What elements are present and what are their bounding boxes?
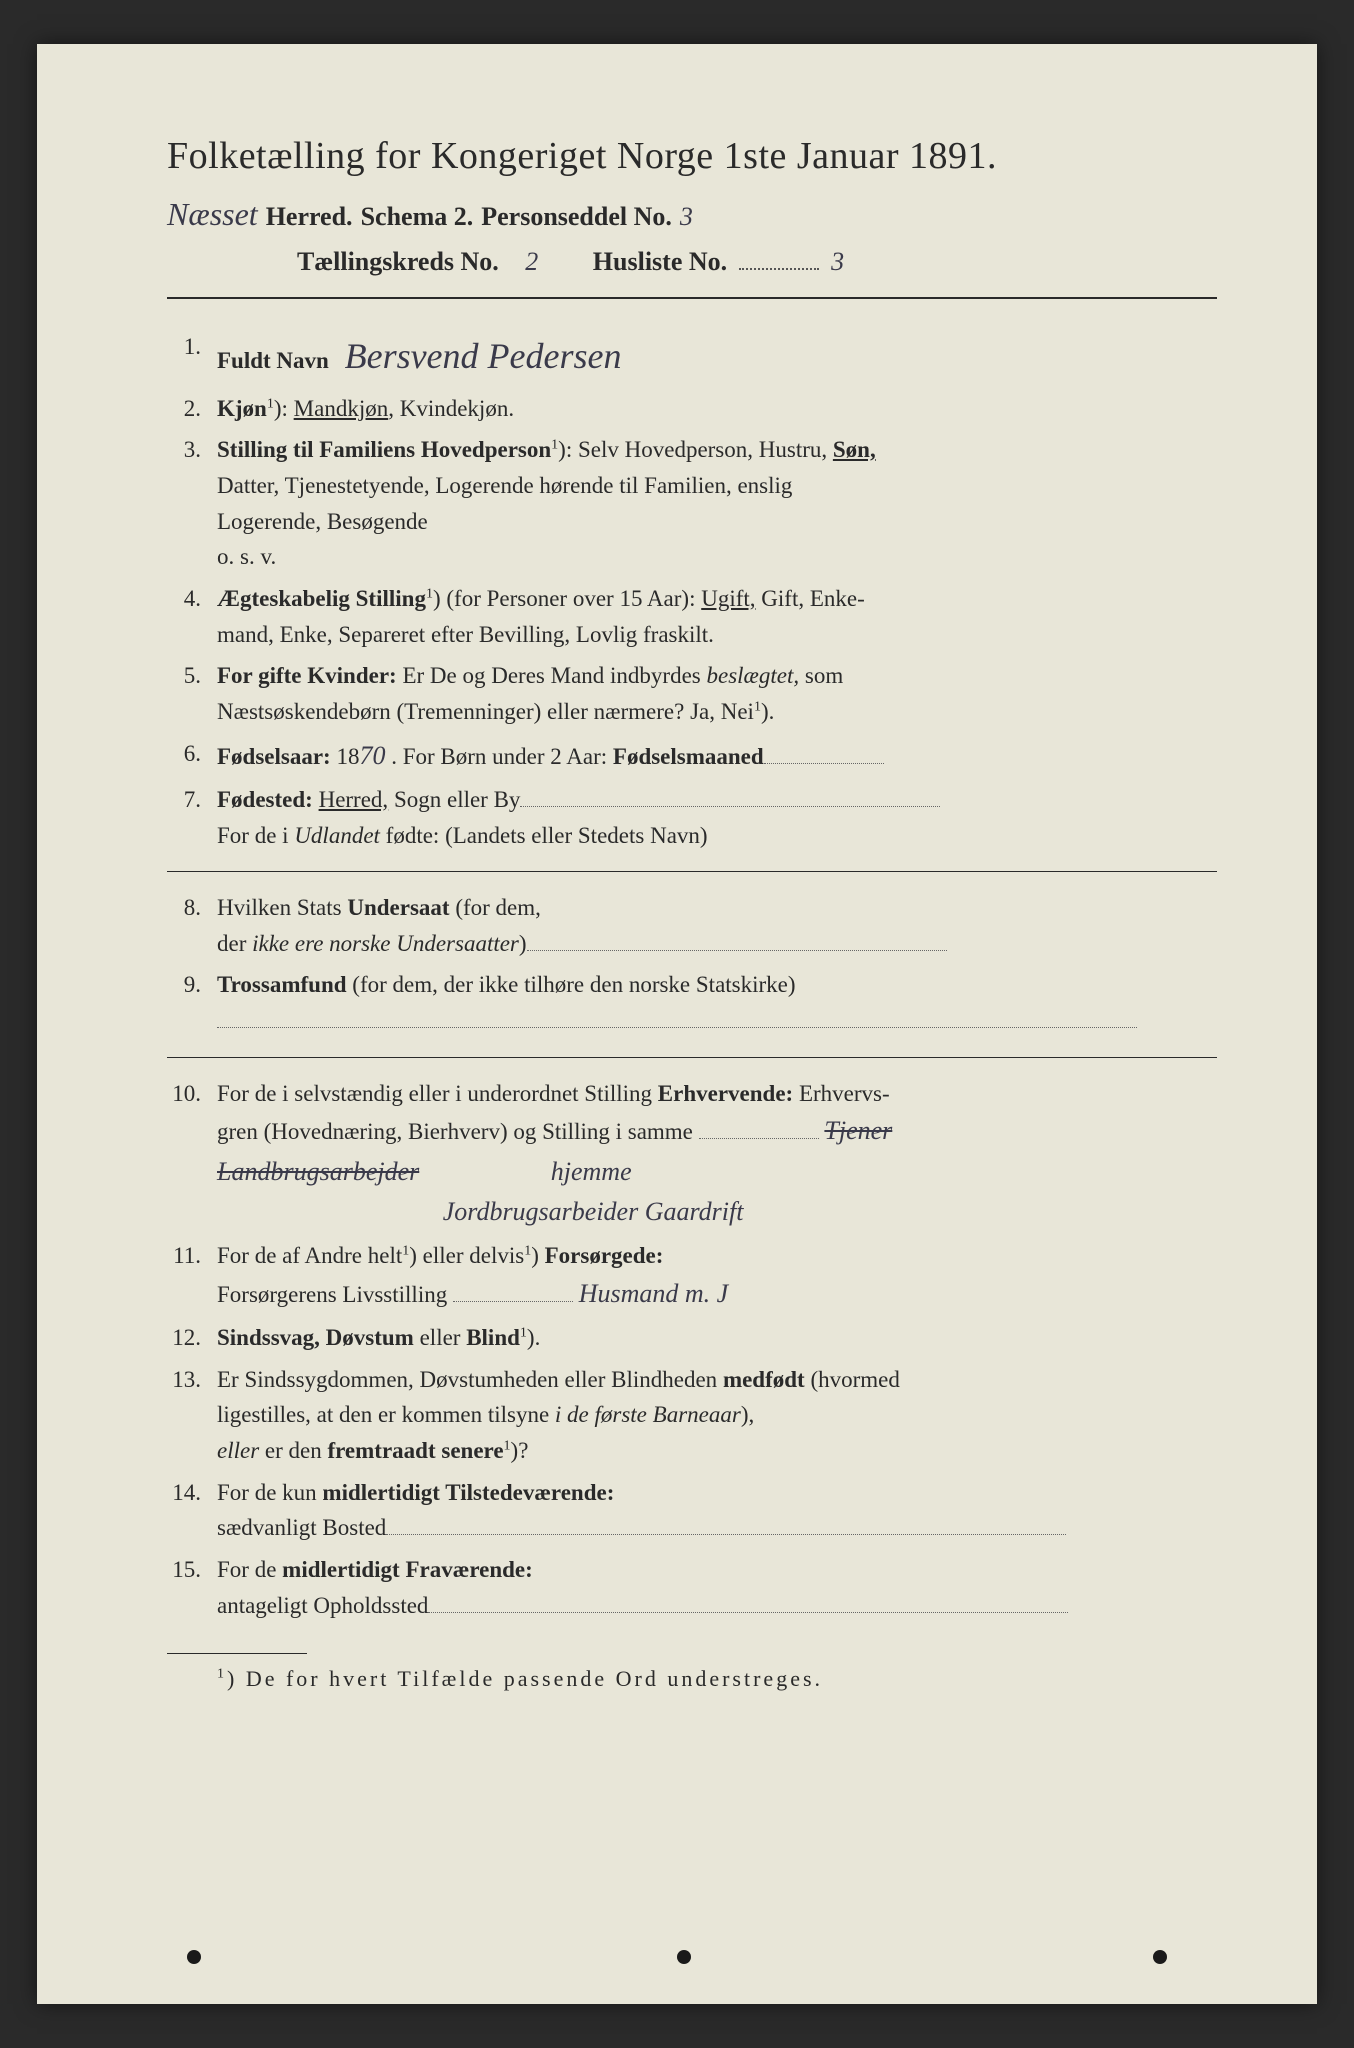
field-10: 10. For de i selvstændig eller i underor… — [167, 1076, 1217, 1233]
field-6-label: Fødselsaar: — [217, 744, 331, 769]
field-9: 9. Trossamfund (for dem, der ikke tilhør… — [167, 967, 1217, 1038]
field-2: 2. Kjøn1): Mandkjøn, Kvindekjøn. — [167, 391, 1217, 427]
ink-spot-icon — [187, 1950, 201, 1964]
field-10-hw1: Tjener — [824, 1111, 892, 1151]
field-12-label: Sindssvag, Døvstum — [217, 1325, 414, 1350]
field-9-label: Trossamfund — [217, 972, 347, 997]
herred-line: Næsset Herred. Schema 2. Personseddel No… — [167, 196, 1217, 233]
form-title: Folketælling for Kongeriget Norge 1ste J… — [167, 134, 1217, 178]
field-7-label: Fødested: — [217, 787, 313, 812]
herred-label: Herred. — [266, 202, 353, 232]
field-8: 8. Hvilken Stats Undersaat (for dem, der… — [167, 890, 1217, 961]
field-1: 1. Fuldt Navn Bersvend Pedersen — [167, 329, 1217, 385]
field-5: 5. For gifte Kvinder: Er De og Deres Man… — [167, 658, 1217, 729]
field-11-hw: Husmand m. J — [579, 1274, 729, 1314]
divider-1 — [167, 871, 1217, 872]
field-13: 13. Er Sindssygdommen, Døvstumheden elle… — [167, 1362, 1217, 1469]
field-15: 15. For de midlertidigt Fraværende: anta… — [167, 1552, 1217, 1623]
field-14: 14. For de kun midlertidigt Tilstedevære… — [167, 1475, 1217, 1546]
field-4: 4. Ægteskabelig Stilling1) (for Personer… — [167, 581, 1217, 652]
personseddel-label: Personseddel No. — [481, 202, 672, 232]
field-10-hw2: Landbrugsarbejder — [217, 1152, 419, 1192]
kreds-no: 2 — [507, 247, 557, 277]
husliste-label: Husliste No. — [593, 247, 727, 277]
field-3-label: Stilling til Familiens Hovedperson — [217, 437, 551, 462]
field-11: 11. For de af Andre helt1) eller delvis1… — [167, 1238, 1217, 1314]
field-2-label: Kjøn — [217, 396, 267, 421]
kreds-line: Tællingskreds No. 2 Husliste No. 3 — [167, 247, 1217, 277]
schema-label: Schema 2. — [361, 202, 474, 232]
footnote-rule — [167, 1653, 307, 1654]
ink-spot-icon — [677, 1950, 691, 1964]
personseddel-no: 3 — [680, 202, 693, 232]
field-list: 1. Fuldt Navn Bersvend Pedersen 2. Kjøn1… — [167, 329, 1217, 1623]
census-form-page: Folketælling for Kongeriget Norge 1ste J… — [37, 44, 1317, 2004]
field-1-value: Bersvend Pedersen — [345, 329, 622, 385]
kreds-label: Tællingskreds No. — [297, 247, 499, 277]
ink-spot-icon — [1153, 1950, 1167, 1964]
divider-2 — [167, 1057, 1217, 1058]
herred-value: Næsset — [167, 196, 258, 233]
field-2-underlined: Mandkjøn — [294, 396, 389, 421]
field-1-label: Fuldt Navn — [217, 348, 329, 373]
field-7: 7. Fødested: Herred, Sogn eller By For d… — [167, 782, 1217, 853]
form-header: Folketælling for Kongeriget Norge 1ste J… — [167, 134, 1217, 277]
field-4-label: Ægteskabelig Stilling — [217, 586, 426, 611]
field-5-label: For gifte Kvinder: — [217, 663, 397, 688]
header-rule — [167, 297, 1217, 299]
field-12: 12. Sindssvag, Døvstum eller Blind1). — [167, 1320, 1217, 1356]
footnote: 1) De for hvert Tilfælde passende Ord un… — [167, 1666, 1217, 1692]
field-10-hw4: Jordbrugsarbeider Gaardrift — [443, 1192, 744, 1232]
husliste-no: 3 — [831, 247, 844, 277]
field-3: 3. Stilling til Familiens Hovedperson1):… — [167, 432, 1217, 575]
field-6-year: 70 — [359, 736, 385, 776]
field-6: 6. Fødselsaar: 1870 . For Børn under 2 A… — [167, 736, 1217, 776]
field-10-hw3: hjemme — [551, 1152, 632, 1192]
